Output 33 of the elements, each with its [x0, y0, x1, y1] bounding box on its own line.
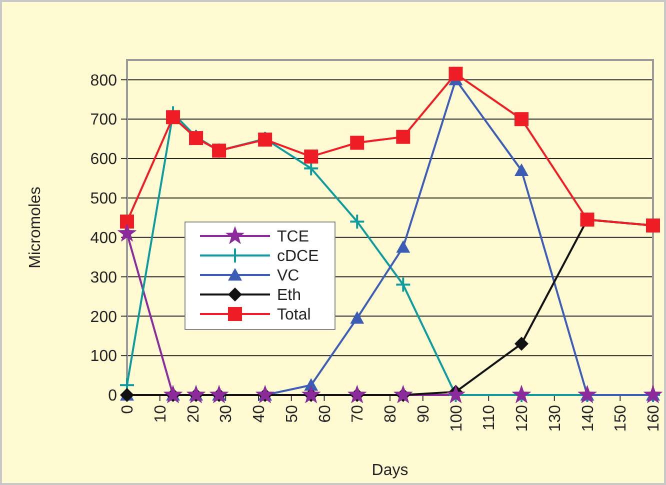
x-tick-label: 150: [612, 404, 630, 432]
x-tick-label: 20: [185, 404, 202, 423]
x-tick-label: 130: [546, 404, 564, 432]
y-axis-title: Micromoles: [27, 186, 44, 268]
x-tick-label: 40: [251, 404, 268, 423]
legend-label: cDCE: [277, 248, 319, 266]
x-tick-label: 110: [481, 404, 498, 431]
x-tick-label: 60: [316, 404, 334, 423]
x-tick-label: 10: [152, 404, 170, 423]
legend-label: Total: [277, 306, 311, 324]
y-tick-label: 600: [90, 151, 118, 168]
y-tick-label: 800: [90, 72, 118, 90]
legend-label: Eth: [277, 287, 302, 304]
x-tick-label: 0: [120, 404, 137, 414]
x-tick-label: 90: [415, 404, 432, 423]
legend-label: TCE: [277, 228, 309, 246]
legend-label: VC: [277, 268, 300, 285]
y-tick-label: 400: [90, 230, 118, 247]
y-tick-label: 200: [90, 308, 118, 326]
y-tick-label: 0: [108, 388, 118, 405]
x-tick-label: 80: [382, 404, 400, 423]
x-tick-label: 50: [284, 404, 301, 423]
x-tick-label: 30: [218, 404, 236, 423]
x-tick-label: 160: [646, 404, 663, 432]
x-tick-label: 120: [514, 404, 532, 432]
x-tick-label: 70: [350, 404, 367, 423]
y-tick-label: 500: [90, 190, 118, 208]
y-tick-label: 100: [90, 348, 118, 366]
y-tick-label: 300: [90, 269, 118, 286]
x-tick-label: 140: [580, 404, 597, 432]
x-axis-title: Days: [372, 462, 408, 479]
x-tick-label: 100: [448, 404, 466, 432]
y-tick-label: 700: [90, 112, 118, 129]
